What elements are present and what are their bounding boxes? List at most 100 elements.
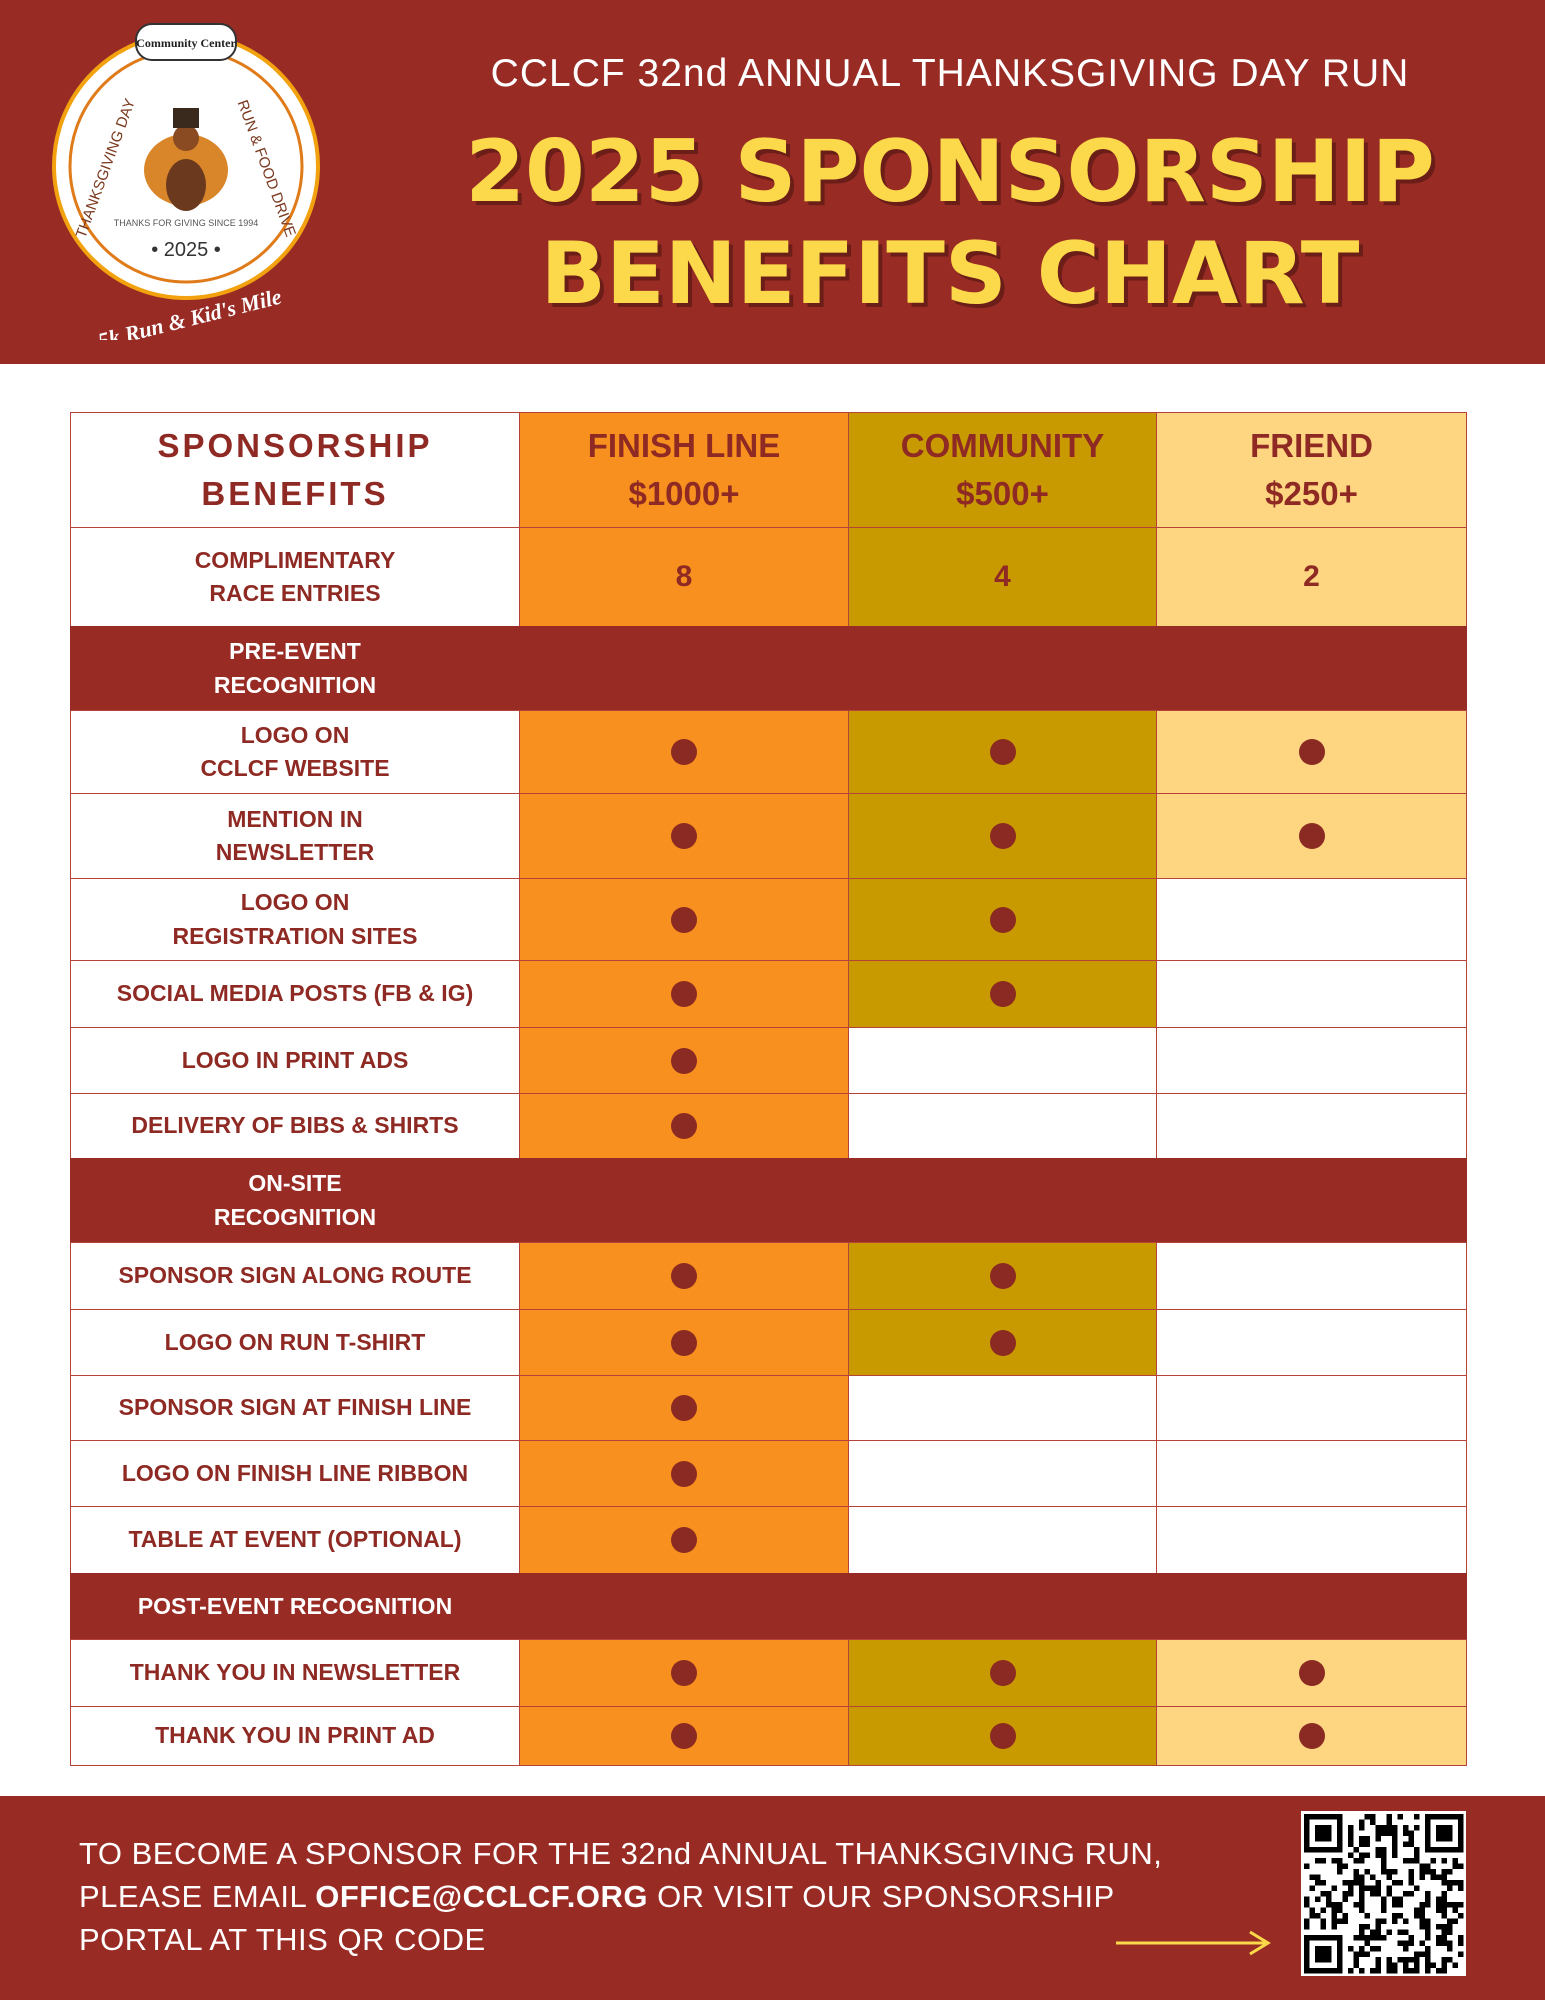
row-label-text: SOCIAL MEDIA POSTS (FB & IG) (116, 980, 474, 1007)
qr-module (1320, 1880, 1326, 1886)
row-label-text: THANK YOU IN NEWSLETTER (129, 1659, 461, 1686)
footer: TO BECOME A SPONSOR FOR THE 32nd ANNUAL … (0, 1796, 1545, 2000)
row-label-text: TABLE AT EVENT (OPTIONAL) (128, 1526, 462, 1553)
qr-module (1452, 1863, 1458, 1869)
dot (671, 1660, 697, 1686)
dot (671, 1263, 697, 1289)
benefit-cell: 2 (1156, 527, 1467, 627)
logo-tagline: THANKS FOR GIVING SINCE 1994 (114, 218, 259, 228)
qr-module (1403, 1891, 1409, 1897)
benefit-cell (848, 1027, 1157, 1094)
qr-module (1326, 1902, 1332, 1908)
qr-module (1441, 1929, 1447, 1935)
section-text: ON-SITE (248, 1170, 342, 1197)
qr-module (1441, 1896, 1447, 1902)
dot (1298, 823, 1325, 849)
qr-module (1458, 1902, 1464, 1908)
qr-module (1337, 1858, 1343, 1864)
qr-module (1452, 1880, 1458, 1886)
row-label: LOGO ON RUN T-SHIRT (70, 1309, 520, 1376)
qr-module (1370, 1929, 1376, 1935)
qr-module (1458, 1951, 1464, 1957)
qr-module (1441, 1968, 1447, 1974)
footer-text-part: TO BECOME A SPONSOR FOR THE 32nd ANNUAL … (79, 1836, 1163, 1914)
qr-module (1403, 1962, 1409, 1968)
qr-module (1331, 1913, 1337, 1919)
qr-module (1397, 1880, 1403, 1886)
header-cell: SPONSORSHIP BENEFITS (70, 412, 520, 528)
section-text: RECOGNITION (213, 671, 377, 698)
qr-module (1386, 1962, 1392, 1968)
qr-module (1375, 1924, 1381, 1930)
dot (989, 981, 1016, 1007)
qr-module (1414, 1913, 1420, 1919)
cell-value: 8 (675, 560, 693, 594)
qr-module (1381, 1935, 1387, 1941)
dot (671, 823, 697, 849)
qr-module (1452, 1907, 1458, 1913)
qr-module (1436, 1968, 1442, 1974)
qr-module (1397, 1913, 1403, 1919)
qr-module (1348, 1836, 1354, 1842)
qr-module (1381, 1830, 1387, 1836)
qr-module (1436, 1874, 1442, 1880)
benefit-cell (519, 1706, 849, 1766)
qr-module (1375, 1830, 1381, 1836)
section-band (70, 1573, 1467, 1640)
benefit-cell (1156, 1309, 1467, 1376)
qr-module (1320, 1924, 1326, 1930)
arrow-path (1116, 1930, 1271, 1956)
qr-module (1392, 1880, 1398, 1886)
qr-module (1370, 1814, 1376, 1820)
qr-module (1381, 1847, 1387, 1853)
qr-module (1397, 1814, 1403, 1820)
qr-module (1364, 1940, 1370, 1946)
qr-module (1452, 1962, 1458, 1968)
qr-module (1447, 1918, 1453, 1924)
column-name: FRIEND (1250, 427, 1373, 465)
qr-module (1419, 1902, 1425, 1908)
qr-module (1359, 1880, 1365, 1886)
qr-module (1447, 1946, 1453, 1952)
qr-module (1353, 1962, 1359, 1968)
qr-module (1436, 1935, 1442, 1941)
logo-year: • 2025 • (151, 239, 221, 261)
qr-module (1359, 1836, 1365, 1842)
qr-module (1353, 1858, 1359, 1864)
qr-module (1359, 1951, 1365, 1957)
qr-module (1386, 1929, 1392, 1935)
qr-module (1419, 1940, 1425, 1946)
arrow (1116, 1930, 1271, 1956)
row-label: SPONSOR SIGN ALONG ROUTE (70, 1242, 520, 1310)
qr-module (1359, 1885, 1365, 1891)
benefit-cell (848, 1506, 1157, 1574)
row-label: LOGO IN PRINT ADS (70, 1027, 520, 1094)
dot (671, 1460, 697, 1487)
cell-value: 2 (1303, 560, 1320, 594)
qr-module (1397, 1940, 1403, 1946)
qr-module (1425, 1924, 1431, 1930)
qr-module (1353, 1957, 1359, 1963)
qr-module (1386, 1819, 1392, 1825)
qr-module (1447, 1957, 1453, 1963)
qr-module (1331, 1918, 1337, 1924)
dot (989, 1723, 1016, 1749)
qr-module (1331, 1885, 1337, 1891)
column-price: $500+ (956, 475, 1049, 512)
qr-module (1414, 1957, 1420, 1963)
qr-module (1353, 1902, 1359, 1908)
qr-module (1392, 1968, 1398, 1974)
logo-org: Community Center (136, 36, 236, 50)
qr-module (1309, 1874, 1315, 1880)
qr-module (1436, 1940, 1442, 1946)
dot (989, 739, 1016, 765)
header-text: BENEFITS (201, 475, 389, 512)
qr-module (1441, 1907, 1447, 1913)
qr-module (1370, 1891, 1376, 1897)
qr-module (1375, 1946, 1381, 1952)
benefit-cell: 8 (519, 527, 849, 627)
row-label-text: RACE ENTRIES (209, 580, 381, 606)
qr-module (1425, 1946, 1431, 1952)
title-line: 2025 SPONSORSHIP (465, 122, 1435, 222)
qr-module (1436, 1896, 1442, 1902)
